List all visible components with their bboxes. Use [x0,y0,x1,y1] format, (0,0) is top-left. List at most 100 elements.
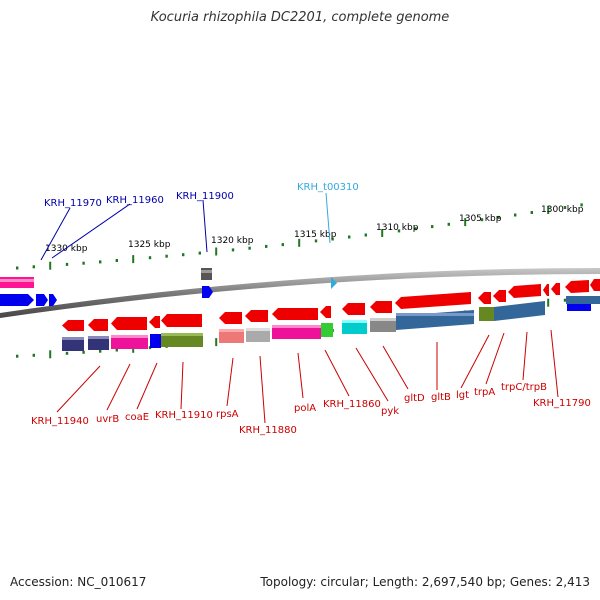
cog-block[interactable] [370,318,396,332]
gene-feature[interactable] [0,277,34,288]
gene-label[interactable]: gltB [431,392,451,403]
cog-block[interactable] [246,328,270,342]
gene-feature[interactable] [88,319,108,331]
cog-block[interactable] [111,335,148,349]
gene-feature[interactable] [111,317,147,330]
cog-block-highlight [246,328,270,331]
gene-feature[interactable] [36,294,48,306]
leader-line [51,203,131,259]
gene-label[interactable]: KRH_11900 [176,191,234,202]
gene-feature[interactable] [478,292,491,304]
gene-label[interactable]: coaE [125,412,149,423]
gene-feature[interactable] [201,270,212,273]
minor-tick [514,213,517,217]
major-tick [215,338,218,347]
cog-block[interactable] [219,329,244,343]
gene-feature[interactable] [565,280,589,293]
gene-label[interactable]: trpA [474,387,495,398]
gene-label[interactable]: polA [294,403,316,414]
gene-label[interactable]: pyk [381,406,399,417]
gene-feature[interactable] [320,306,331,318]
cog-block[interactable] [321,323,333,337]
gene-label[interactable]: KRH_11970 [44,198,102,209]
cog-block[interactable] [272,325,321,339]
minor-tick [563,206,567,209]
gene-feature[interactable] [493,290,506,302]
gene-feature[interactable] [245,310,268,322]
gene-feature[interactable] [219,312,242,324]
gene-feature[interactable] [342,303,365,315]
gene-feature[interactable] [149,316,160,328]
leader-line [136,362,158,410]
gene-label[interactable]: trpC/trpB [501,382,547,393]
cog-block[interactable] [62,337,84,351]
gene-feature[interactable] [590,279,600,291]
gene-feature[interactable] [0,279,34,282]
gene-label[interactable]: KRH_11880 [239,425,297,436]
major-tick [49,350,52,359]
cog-block[interactable] [494,301,545,321]
cog-block[interactable] [161,333,203,347]
gene-feature[interactable] [0,294,34,306]
cog-block[interactable] [479,307,494,321]
gene-label[interactable]: lgt [456,390,469,401]
gene-feature[interactable] [49,294,57,306]
gene-feature[interactable] [370,301,392,313]
gene-label[interactable]: uvrB [96,414,119,425]
scale-label: 1315 kbp [294,230,337,240]
minor-tick [82,350,85,354]
gene-label[interactable]: rpsA [216,409,239,420]
minor-tick [65,262,69,266]
major-tick [132,255,135,264]
minor-tick [65,351,69,355]
accession-text: Accession: NC_010617 [10,575,147,589]
minor-tick [16,266,19,270]
cog-block[interactable] [150,334,161,348]
gene-label[interactable]: KRH_11960 [106,195,164,206]
gene-label[interactable]: KRH_11940 [31,416,89,427]
gene-feature[interactable] [331,277,337,289]
gene-feature[interactable] [543,284,549,296]
gene-feature[interactable] [395,292,471,309]
major-tick [215,247,218,256]
gene-feature[interactable] [62,320,84,331]
gene-label[interactable]: KRH_11910 [155,410,213,421]
major-tick [381,229,384,237]
major-tick [547,206,550,214]
minor-tick [314,239,318,243]
gene-label[interactable]: KRH_11790 [533,398,591,409]
cog-block-highlight [62,337,84,340]
genome-backbone [0,268,600,318]
leader-line [355,347,389,402]
gene-feature[interactable] [508,284,541,298]
minor-tick [148,256,152,260]
gene-label[interactable]: KRH_11860 [323,399,381,410]
gene-feature[interactable] [201,268,212,280]
minor-tick [447,222,450,226]
leader-line [382,345,409,390]
minor-tick [364,233,367,237]
minor-tick [248,246,251,250]
cog-block[interactable] [342,320,367,334]
gene-feature[interactable] [272,308,318,320]
major-tick [49,261,52,270]
gene-feature[interactable] [551,283,560,295]
major-tick [298,238,301,247]
map-title: Kocuria rhizophila DC2201, complete geno… [150,10,450,25]
scale-labels: 1330 kbp 1325 kbp 1320 kbp 1315 kbp 1310… [45,205,584,254]
minor-tick [82,261,85,265]
cog-block[interactable] [88,336,109,350]
reverse-strand-genes [62,279,600,331]
top-leader-lines [40,192,331,261]
gene-label[interactable]: KRH_t00310 [297,182,359,193]
scale-label: 1320 kbp [211,236,254,246]
gene-feature[interactable] [161,314,202,327]
leader-line [485,332,505,385]
minor-tick [397,229,401,233]
gene-label[interactable]: gltD [404,393,425,404]
gene-feature[interactable] [202,286,213,298]
cog-block[interactable] [566,296,600,304]
gene-feature[interactable] [567,304,591,311]
minor-tick [231,248,235,252]
